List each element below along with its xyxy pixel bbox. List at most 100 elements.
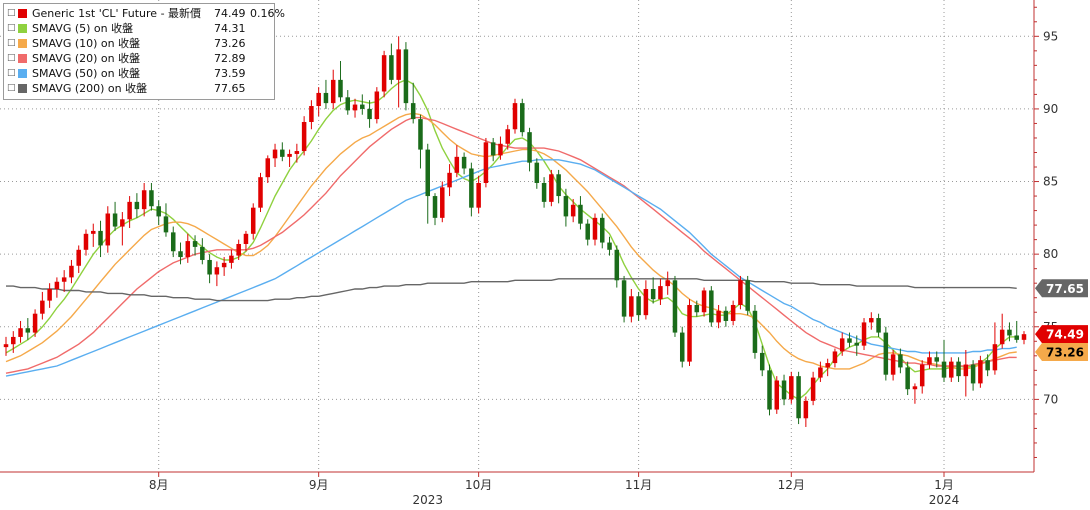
legend-row-sma5[interactable]: □ SMAVG (5) on 收盤 74.31 <box>4 21 274 36</box>
candle-body <box>229 255 234 263</box>
candle-body <box>723 310 729 321</box>
candle-body <box>1014 335 1019 340</box>
candle-body <box>309 106 314 122</box>
candle-body <box>563 196 569 217</box>
candle-body <box>890 354 896 375</box>
candle-body <box>825 363 830 368</box>
candle-body <box>839 338 845 352</box>
candle-body <box>25 328 31 333</box>
candle-body <box>236 243 241 256</box>
candle-body <box>621 280 627 317</box>
candle-body <box>396 49 401 80</box>
y-tick-label: 95 <box>1043 29 1058 43</box>
candle-body <box>425 149 430 197</box>
candle-body <box>505 129 510 144</box>
candle-body <box>549 174 554 202</box>
candle-body <box>614 249 620 281</box>
candle-body <box>970 364 976 384</box>
legend-series-name: SMAVG (5) on 收盤 <box>32 22 134 35</box>
candle-body <box>410 103 416 120</box>
candle-body <box>818 367 823 378</box>
candle-body <box>672 280 678 333</box>
candle-body <box>461 156 467 169</box>
candle-body <box>301 121 307 152</box>
candle-body <box>650 289 656 300</box>
candle-body <box>679 332 685 362</box>
candle-body <box>330 79 336 104</box>
legend-row-sma10[interactable]: □ SMAVG (10) on 收盤 73.26 <box>4 36 274 51</box>
candle-body <box>243 233 249 244</box>
candle-body <box>999 329 1005 345</box>
candle-body <box>520 103 525 133</box>
legend-row-sma20[interactable]: □ SMAVG (20) on 收盤 72.89 <box>4 51 274 66</box>
candle-body <box>687 304 692 362</box>
x-tick-label: 1月 <box>934 478 954 492</box>
legend-row-price[interactable]: □ Generic 1st 'CL' Future - 最新價 74.49 0.… <box>4 6 285 21</box>
candle-body <box>200 246 205 260</box>
legend-series-value: 74.49 <box>214 7 246 20</box>
candle-body <box>665 280 670 287</box>
candle-body <box>919 364 925 387</box>
candle-body <box>360 104 365 109</box>
candle-body <box>992 344 998 371</box>
candle-body <box>345 97 351 111</box>
candle-body <box>98 230 103 246</box>
candle-body <box>440 187 445 218</box>
candle-body <box>32 313 38 333</box>
candle-body <box>803 400 809 419</box>
candle-body <box>636 296 641 316</box>
candle-body <box>854 342 860 346</box>
candle-body <box>527 132 532 163</box>
legend-row-sma200[interactable]: □ SMAVG (200) on 收盤 77.65 <box>4 81 274 96</box>
candle-body <box>214 267 220 275</box>
candle-body <box>47 289 52 301</box>
candle-body <box>454 156 460 173</box>
candle-body <box>287 153 292 157</box>
candle-body <box>149 190 154 207</box>
candle-body <box>69 265 74 278</box>
legend-series-value: 77.65 <box>214 82 246 95</box>
y-tick-label: 80 <box>1043 247 1058 261</box>
candle-body <box>192 241 198 247</box>
price-badge-label: 77.65 <box>1046 282 1084 296</box>
candle-body <box>556 174 561 197</box>
candle-body <box>141 190 147 210</box>
legend-marker-icon: □ <box>7 53 16 63</box>
candle-body <box>447 172 452 188</box>
candle-body <box>716 310 721 323</box>
x-year-label: 2023 <box>412 493 443 507</box>
candle-body <box>774 380 780 410</box>
legend-series-name: SMAVG (20) on 收盤 <box>32 52 141 65</box>
candle-body <box>956 361 961 377</box>
candle-body <box>709 290 714 323</box>
candle-body <box>752 310 758 353</box>
price-badge-label: 74.49 <box>1046 328 1084 342</box>
x-tick-label: 9月 <box>309 478 329 492</box>
candle-body <box>18 328 23 337</box>
candlesticks <box>3 36 1027 427</box>
candle-body <box>11 336 16 345</box>
candle-body <box>490 142 496 156</box>
candle-body <box>978 360 983 384</box>
price-badge <box>1035 279 1088 298</box>
candle-body <box>83 233 89 250</box>
candle-body <box>759 352 765 371</box>
candle-body <box>949 361 954 378</box>
candle-body <box>934 357 939 362</box>
legend-marker-icon: □ <box>7 68 16 78</box>
legend-series-name: Generic 1st 'CL' Future - 最新價 <box>32 7 202 20</box>
candle-body <box>105 213 111 246</box>
legend-series-value: 73.59 <box>214 67 246 80</box>
series-line <box>5 159 1017 377</box>
candle-body <box>323 92 329 104</box>
candle-body <box>272 149 278 159</box>
legend-swatch <box>18 9 27 18</box>
candle-body <box>476 182 481 208</box>
legend-series-name: SMAVG (10) on 收盤 <box>32 37 141 50</box>
candle-body <box>134 201 140 210</box>
candle-body <box>76 249 81 266</box>
legend-row-sma50[interactable]: □ SMAVG (50) on 收盤 73.59 <box>4 66 274 81</box>
candle-body <box>54 281 60 290</box>
candle-body <box>861 322 867 346</box>
legend-series-name: SMAVG (50) on 收盤 <box>32 67 141 80</box>
